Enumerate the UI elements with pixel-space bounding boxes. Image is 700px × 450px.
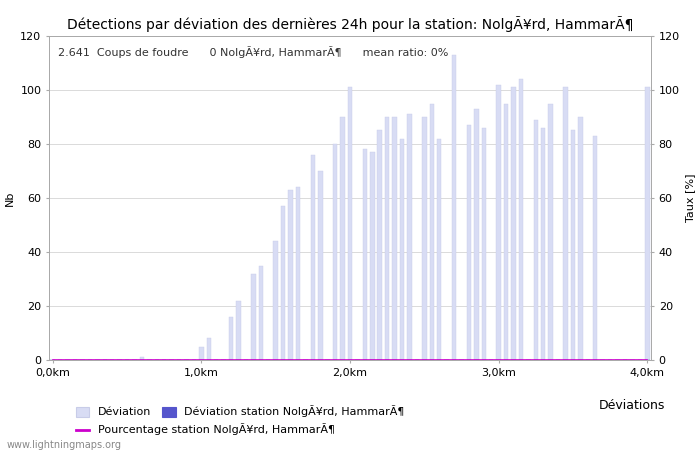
- Text: 2.641  Coups de foudre      0 NolgÃ¥rd, HammarÃ¶      mean ratio: 0%: 2.641 Coups de foudre 0 NolgÃ¥rd, Hammar…: [58, 46, 449, 58]
- Bar: [578, 117, 582, 360]
- Bar: [519, 79, 523, 360]
- Bar: [295, 187, 300, 360]
- Bar: [340, 117, 345, 360]
- Bar: [496, 85, 501, 360]
- Bar: [548, 104, 553, 360]
- Bar: [363, 149, 367, 360]
- Bar: [348, 87, 352, 360]
- Bar: [258, 266, 263, 360]
- Bar: [288, 190, 293, 360]
- Y-axis label: Taux [%]: Taux [%]: [685, 174, 695, 222]
- Bar: [452, 55, 456, 360]
- Bar: [422, 117, 426, 360]
- Bar: [541, 128, 545, 360]
- Bar: [564, 87, 568, 360]
- Bar: [504, 104, 508, 360]
- Bar: [281, 206, 286, 360]
- Bar: [370, 152, 374, 360]
- Legend: Déviation, Déviation station NolgÃ¥rd, HammarÃ¶: Déviation, Déviation station NolgÃ¥rd, H…: [76, 405, 405, 418]
- Bar: [474, 109, 479, 360]
- Bar: [400, 139, 405, 360]
- Bar: [570, 130, 575, 360]
- Y-axis label: Nb: Nb: [5, 190, 15, 206]
- Bar: [140, 357, 144, 360]
- Bar: [385, 117, 389, 360]
- Bar: [407, 114, 412, 360]
- Bar: [377, 130, 382, 360]
- Bar: [229, 317, 233, 360]
- Bar: [274, 241, 278, 360]
- Title: Détections par déviation des dernières 24h pour la station: NolgÃ¥rd, HammarÃ¶: Détections par déviation des dernières 2…: [66, 16, 634, 32]
- Bar: [311, 155, 315, 360]
- Bar: [206, 338, 211, 360]
- Text: Déviations: Déviations: [598, 400, 665, 412]
- Bar: [437, 139, 442, 360]
- Bar: [393, 117, 397, 360]
- Bar: [237, 301, 241, 360]
- Bar: [482, 128, 486, 360]
- Bar: [430, 104, 434, 360]
- Bar: [251, 274, 256, 360]
- Bar: [533, 120, 538, 360]
- Bar: [645, 87, 650, 360]
- Text: www.lightningmaps.org: www.lightningmaps.org: [7, 440, 122, 450]
- Bar: [199, 346, 204, 360]
- Bar: [467, 125, 471, 360]
- Legend: Pourcentage station NolgÃ¥rd, HammarÃ¶: Pourcentage station NolgÃ¥rd, HammarÃ¶: [76, 423, 335, 436]
- Bar: [318, 171, 323, 360]
- Bar: [593, 136, 598, 360]
- Bar: [333, 144, 337, 360]
- Bar: [511, 87, 516, 360]
